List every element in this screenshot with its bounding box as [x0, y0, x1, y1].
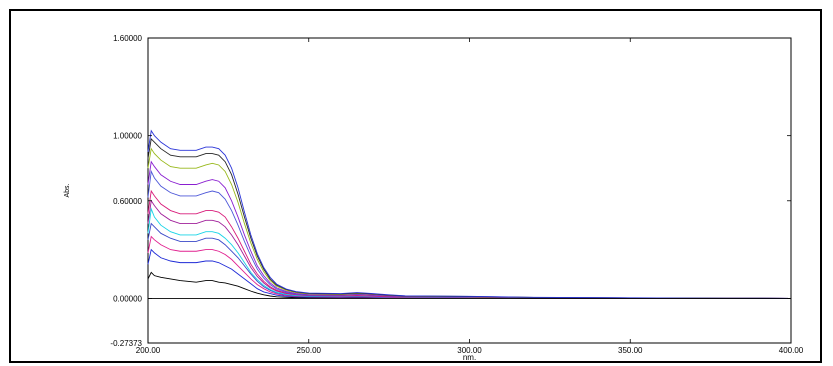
ticks-layer: 1.60000 1.00000 0.60000 0.00000 -0.27373200.…	[110, 34, 803, 355]
x-tick-label-3: 300.00	[457, 346, 482, 355]
chart-frame: 1.60000 1.00000 0.60000 0.00000 -0.27373 200.…	[9, 9, 822, 363]
y-tick-label-3: 0.60000	[113, 197, 142, 206]
x-axis-label: nm.	[463, 353, 476, 361]
spectrum-line-12	[147, 129, 792, 299]
x-tick-label-2: 250.00	[297, 346, 322, 355]
y-tick-label-4: 0.00000	[113, 294, 142, 303]
absorbance-chart: 1.60000 1.00000 0.60000 0.00000 -0.27373200.…	[64, 34, 804, 361]
y-tick-label-2: 1.00000	[113, 132, 142, 141]
y-tick-label-5: -0.27373	[110, 339, 142, 348]
y-tick-label-1: 1.60000	[113, 34, 142, 43]
x-tick-label-5: 400.00	[779, 346, 804, 355]
x-tick-label-4: 350.00	[618, 346, 643, 355]
y-axis-label: Abs.	[64, 183, 71, 197]
x-tick-label-1: 200.00	[136, 346, 161, 355]
